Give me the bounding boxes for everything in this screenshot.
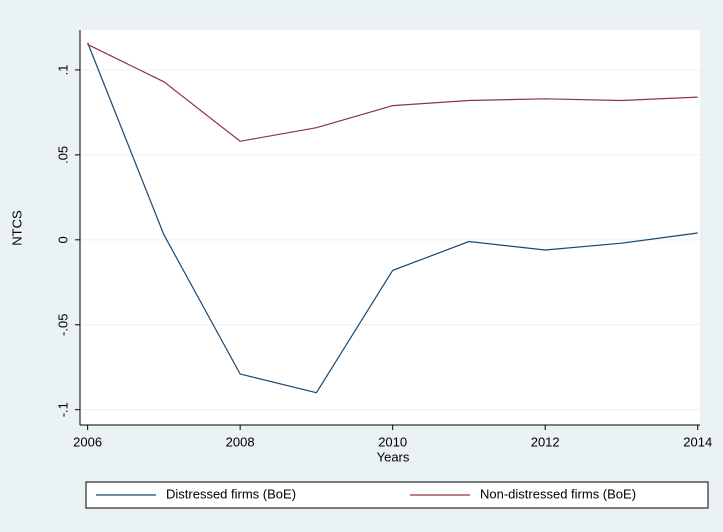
y-tick-label: -.1: [55, 402, 70, 417]
y-tick-label: .05: [55, 146, 70, 164]
plot-area: [80, 30, 700, 425]
series-line: [87, 43, 698, 142]
y-tick-label: -.05: [55, 314, 70, 336]
x-tick-label: 2006: [73, 434, 102, 449]
legend-label: Non-distressed firms (BoE): [480, 486, 636, 501]
legend-box: [85, 481, 709, 509]
y-tick-label: 0: [55, 236, 70, 243]
x-tick-label: 2012: [531, 434, 560, 449]
legend-label: Distressed firms (BoE): [166, 486, 296, 501]
series-line: [87, 42, 698, 394]
y-axis-label: NTCS: [9, 210, 24, 246]
x-axis-label: Years: [377, 449, 410, 464]
y-tick-label: .1: [55, 65, 70, 76]
x-tick-label: 2008: [226, 434, 255, 449]
x-tick-label: 2010: [378, 434, 407, 449]
x-tick-label: 2014: [683, 434, 712, 449]
